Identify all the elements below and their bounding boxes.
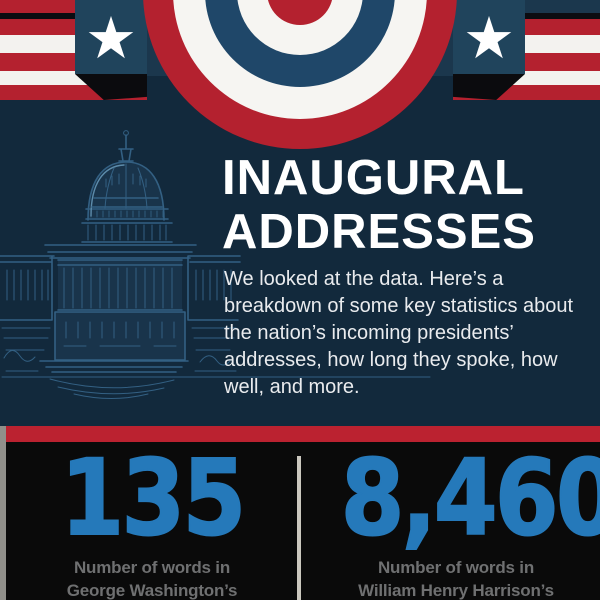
stripe-shadow [453, 13, 600, 19]
stat-value: 135 [60, 437, 248, 559]
intro-paragraph: We looked at the data. Here’s a breakdow… [224, 268, 574, 398]
page-title-line1: INAUGURAL [222, 151, 525, 205]
stat-caption-line2: William Henry Harrison’s [358, 581, 554, 600]
stat-caption: Number of words in William Henry Harriso… [325, 556, 587, 600]
stat-caption-line2: George Washington’s [66, 581, 238, 600]
stripe-shadow [0, 13, 147, 19]
stat-caption-line1: Number of words in [73, 558, 231, 577]
stat-value: 8,460 [340, 437, 600, 559]
page-title: INAUGURAL ADDRESSES [222, 151, 600, 259]
stat-item-washington: 135 Number of words in George Washington… [22, 437, 282, 600]
star-banner-right: ★ [453, 0, 525, 74]
page-title-line2: ADDRESSES [222, 205, 536, 259]
stat-caption: Number of words in George Washington’s [22, 556, 282, 600]
stat-item-harrison: 8,460 Number of words in William Henry H… [325, 437, 600, 600]
star-icon: ★ [463, 4, 515, 72]
photo-edge-strip [0, 426, 6, 600]
stats-column-divider [297, 456, 301, 600]
red-divider-bar [0, 426, 600, 442]
star-banner-left: ★ [75, 0, 147, 74]
stat-caption-line1: Number of words in [377, 558, 535, 577]
star-icon: ★ [85, 4, 137, 72]
